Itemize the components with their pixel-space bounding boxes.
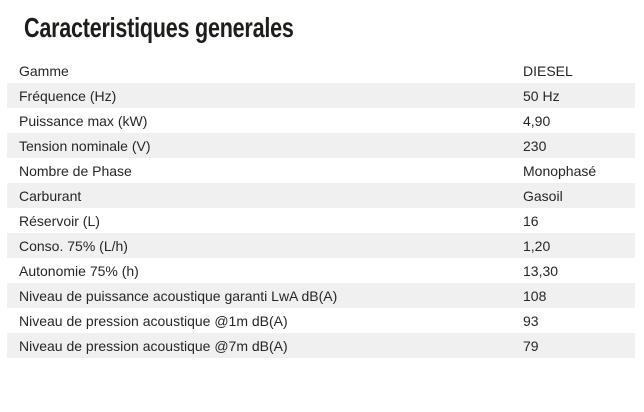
row-label: Puissance max (kW) <box>19 112 148 129</box>
table-row: Niveau de pression acoustique @1m dB(A) 9… <box>7 308 635 333</box>
row-value: 4,90 <box>523 112 551 129</box>
row-label: Niveau de puissance acoustique garanti L… <box>19 287 338 304</box>
row-value: 1,20 <box>523 237 551 254</box>
row-label: Réservoir (L) <box>19 212 100 229</box>
row-value: Monophasé <box>523 162 597 179</box>
row-value: 13,30 <box>523 262 559 279</box>
row-label: Niveau de pression acoustique @7m dB(A) <box>19 337 288 354</box>
table-row: Conso. 75% (L/h) 1,20 <box>7 233 635 258</box>
row-label: Carburant <box>19 187 82 204</box>
page-title: Caracteristiques generales <box>24 12 294 43</box>
row-value: 16 <box>523 212 539 229</box>
row-value: 79 <box>523 337 539 354</box>
row-value: 93 <box>523 312 539 329</box>
row-label: Nombre de Phase <box>19 162 132 179</box>
table-row: Fréquence (Hz) 50 Hz <box>7 83 635 108</box>
row-label: Tension nominale (V) <box>19 137 151 154</box>
row-label: Fréquence (Hz) <box>19 87 117 104</box>
row-value: 108 <box>523 287 547 304</box>
spec-page: Caracteristiques generales Gamme DIESEL Fr… <box>0 12 644 358</box>
row-label: Gamme <box>19 62 69 79</box>
table-row: Niveau de pression acoustique @7m dB(A) 7… <box>7 333 635 358</box>
row-value: DIESEL <box>523 62 573 79</box>
table-row: Autonomie 75% (h) 13,30 <box>7 258 635 283</box>
row-label: Niveau de pression acoustique @1m dB(A) <box>19 312 288 329</box>
table-row: Tension nominale (V) 230 <box>7 133 635 158</box>
spec-table: Gamme DIESEL Fréquence (Hz) 50 Hz Puissance … <box>7 58 635 358</box>
table-row: Puissance max (kW) 4,90 <box>7 108 635 133</box>
table-row: Niveau de puissance acoustique garanti L… <box>7 283 635 308</box>
table-row: Gamme DIESEL <box>7 58 635 83</box>
row-value: 230 <box>523 137 547 154</box>
row-value: 50 Hz <box>523 87 560 104</box>
table-row: Réservoir (L) 16 <box>7 208 635 233</box>
row-label: Conso. 75% (L/h) <box>19 237 128 254</box>
table-row: Nombre de Phase Monophasé <box>7 158 635 183</box>
row-label: Autonomie 75% (h) <box>19 262 139 279</box>
row-value: Gasoil <box>523 187 563 204</box>
table-row: Carburant Gasoil <box>7 183 635 208</box>
